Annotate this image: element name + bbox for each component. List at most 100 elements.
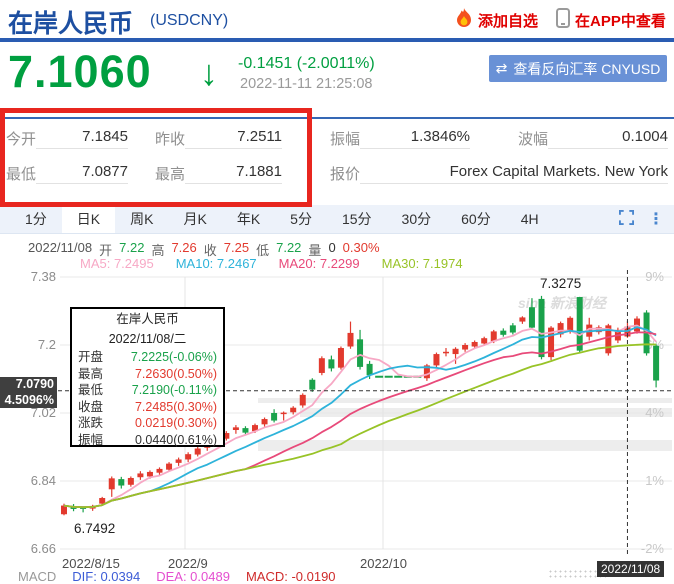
reverse-rate-button[interactable]: ⇄ 查看反向汇率 CNYUSD (489, 55, 667, 82)
crosshair-pct: 4.5096% (4, 392, 54, 407)
candle-body (567, 317, 574, 332)
tab-日K[interactable]: 日K (61, 205, 116, 233)
add-watchlist-button[interactable]: 添加自选 (455, 8, 538, 32)
ohlc-label: 收 (203, 243, 217, 258)
tab-30分[interactable]: 30分 (401, 211, 432, 227)
tooltip-date: 2022/11/08/二 (108, 332, 187, 346)
current-price: 7.1060 (8, 46, 152, 97)
macd-name[interactable]: MACD (18, 569, 57, 584)
tab-1分[interactable]: 1分 (25, 211, 47, 227)
tab-5分[interactable]: 5分 (290, 211, 312, 227)
phone-icon (556, 8, 570, 32)
stat-value: Forex Capital Markets. New York (360, 163, 668, 184)
high-price-label: 7.3275 (540, 276, 581, 291)
y-axis-price-label: 7.2 (38, 337, 56, 352)
macd-dea-value: DEA: 0.0489 (156, 569, 230, 584)
gray-band (258, 398, 672, 403)
candle-body (357, 339, 364, 367)
candle-body (337, 348, 344, 368)
tooltip-row: 最高 7.2630(0.50%) (78, 366, 217, 381)
page-header: 在岸人民币 (USDCNY) 添加自选 在APP中查看 (0, 0, 674, 42)
candle-body (548, 327, 555, 358)
candle-body (576, 297, 583, 351)
ohlc-value: 7.25 (223, 240, 250, 255)
y-axis-price-label: 7.38 (31, 270, 56, 284)
tab-4H[interactable]: 4H (520, 211, 539, 227)
stat-value: 0.1004 (548, 128, 668, 149)
tooltip-row: 最低 7.2190(-0.11%) (78, 383, 217, 397)
ma-legend: MA5: 7.2495 MA10: 7.2467 MA20: 7.2299 MA30:… (80, 256, 463, 271)
candle-body (318, 358, 325, 373)
y-axis-pct-label: 1% (645, 473, 664, 488)
tooltip-row: 开盘 7.2225(-0.06%) (78, 350, 217, 364)
candle-body (519, 317, 526, 322)
stat-label: 振幅 (330, 130, 361, 148)
candle-body (80, 507, 87, 509)
candle-body (347, 332, 354, 347)
candle-body (127, 477, 134, 485)
candle-body (490, 331, 497, 342)
candle-body (500, 330, 507, 335)
add-watchlist-label: 添加自选 (478, 12, 539, 30)
candle-tooltip: 在岸人民币 2022/11/08/二 开盘 7.2225(-0.06%) 最高 7.2… (70, 307, 225, 447)
ma-legend-item: MA20: 7.2299 (278, 256, 360, 271)
candle-body (271, 413, 278, 421)
interval-tabs: 1分 日K 周K 月K 年K 5分 15分 30分 60分 4H (10, 205, 554, 233)
tab-月K[interactable]: 月K (183, 211, 207, 227)
y-axis-price-label: 7.02 (31, 405, 56, 420)
x-axis-label: 2022/9 (168, 556, 208, 571)
view-in-app-button[interactable]: 在APP中查看 (556, 8, 666, 32)
ohlc-label: 高 (151, 243, 165, 258)
x-axis-label: 2022/8/15 (62, 556, 120, 571)
candle-body (528, 307, 535, 328)
swap-icon: ⇄ (495, 60, 508, 76)
ohlc-value: 7.22 (276, 240, 302, 255)
candle-body (309, 379, 316, 390)
stat-label: 波幅 (518, 130, 549, 148)
candle-body (166, 463, 173, 470)
candle-body (118, 479, 125, 486)
macd-value: MACD: -0.0190 (245, 569, 336, 584)
zoom-scrollbar[interactable] (548, 569, 606, 579)
crosshair-price: 7.0790 (15, 377, 54, 391)
candle-body (242, 428, 249, 433)
tab-周K[interactable]: 周K (130, 211, 154, 227)
tooltip-row: 涨跌 0.0219(0.30%) (78, 416, 217, 430)
candle-body (61, 505, 67, 515)
stat-value: 1.3846% (360, 128, 470, 149)
candle-body (194, 448, 201, 455)
ohlc-label: 低 (256, 243, 270, 258)
candle-body (252, 425, 258, 432)
candle-body (290, 407, 297, 413)
ohlc-info-bar: 2022/11/08 开 7.22 高 7.26 收 7.25 低 7.22 量 0 0.30% (28, 240, 380, 259)
candlestick-chart[interactable]: 7.38 9%7.2 6%7.02 4%6.84 1%6.66 -2%sina 新浪财经7… (0, 270, 674, 556)
crosshair-price-tag: 7.0790 4.5096% (0, 377, 57, 408)
fullscreen-icon[interactable] (619, 210, 634, 230)
candle-body (452, 348, 459, 355)
macd-indicator-bar: MACD DIF: 0.0394 DEA: 0.0489 MACD: -0.01… (18, 569, 336, 584)
y-axis-pct-label: 9% (645, 270, 664, 284)
stat-报价: 报价 Forex Capital Markets. New York (330, 162, 668, 184)
candle-body (232, 427, 239, 430)
candle-body (557, 323, 564, 335)
reverse-rate-label: 查看反向汇率 CNYUSD (513, 60, 661, 77)
interval-tabbar: 1分 日K 周K 月K 年K 5分 15分 30分 60分 4H ⋮ (0, 205, 674, 234)
price-down-arrow-icon: ↓ (200, 52, 218, 93)
candle-body (137, 473, 144, 478)
tab-15分[interactable]: 15分 (341, 211, 372, 227)
ohlc-value: 7.26 (171, 240, 197, 255)
tab-60分[interactable]: 60分 (461, 211, 491, 227)
stat-波幅: 波幅 0.1004 (518, 127, 668, 149)
stat-最高: 最高 7.1881 (155, 162, 282, 184)
tab-年K[interactable]: 年K (236, 211, 261, 227)
candle-body (443, 351, 449, 354)
candle-body (99, 498, 106, 504)
stat-value: 7.2511 (185, 128, 282, 149)
candle-body (462, 345, 469, 350)
candle-body (156, 468, 163, 473)
ohlc-date: 2022/11/08 (28, 240, 93, 255)
ma-legend-item: MA30: 7.1974 (381, 256, 463, 271)
ma10-line (63, 326, 657, 509)
more-menu-icon[interactable]: ⋮ (648, 211, 664, 228)
candle-body (299, 394, 306, 406)
